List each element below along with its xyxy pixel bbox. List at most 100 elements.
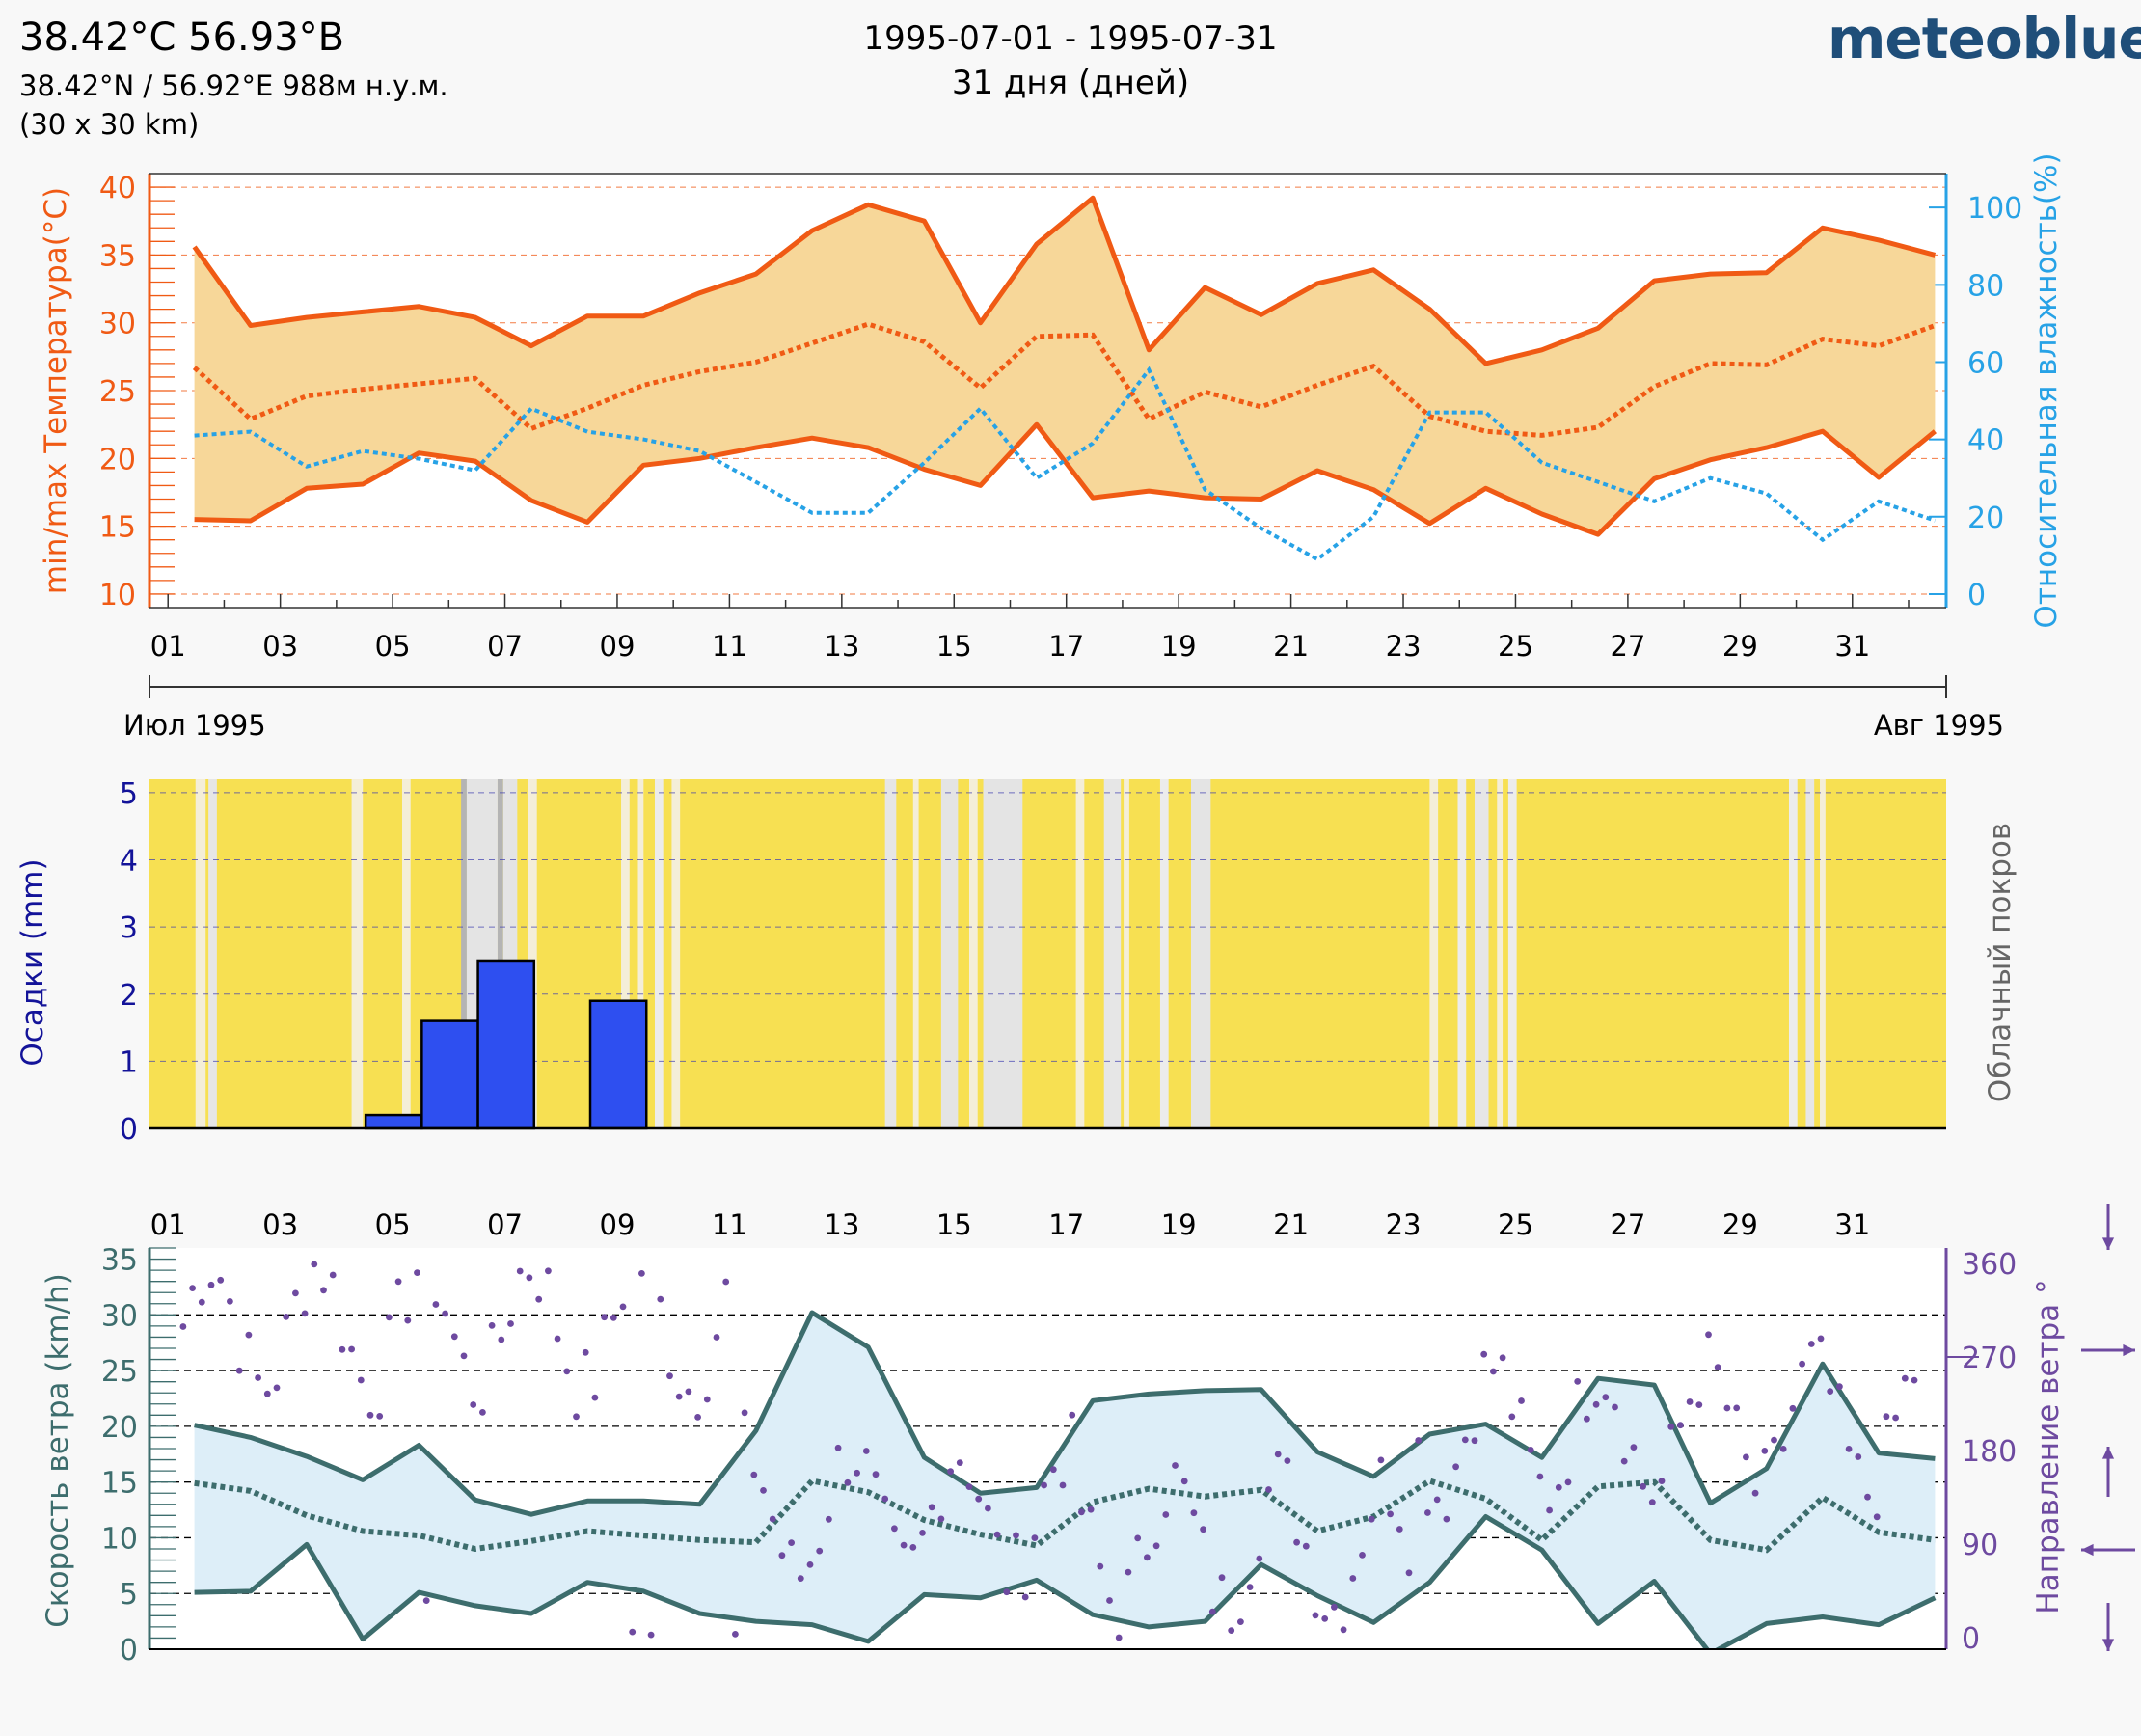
direction-dot	[1659, 1478, 1666, 1484]
wind-x-tick-label: 09	[600, 1208, 636, 1241]
direction-dot	[770, 1516, 776, 1523]
direction-dot	[863, 1448, 870, 1454]
temp-tick-label: 40	[99, 172, 136, 205]
direction-dot	[1275, 1451, 1282, 1458]
direction-dot	[1162, 1511, 1169, 1518]
direction-dot	[966, 1483, 973, 1490]
direction-dot	[442, 1311, 448, 1317]
direction-dot	[1799, 1361, 1805, 1368]
direction-dot	[283, 1314, 289, 1320]
direction-dot	[1602, 1394, 1609, 1400]
precip-tick-label: 0	[120, 1113, 138, 1147]
cloud-cover-strip	[352, 779, 364, 1128]
humidity-tick-label: 0	[1967, 579, 1986, 612]
direction-dot	[404, 1317, 411, 1324]
direction-dot	[666, 1372, 673, 1379]
direction-dot	[1303, 1543, 1310, 1550]
wind-tick-label: 20	[101, 1411, 138, 1445]
temp-tick-label: 20	[99, 443, 136, 476]
direction-dot	[1537, 1474, 1544, 1480]
wind-tick-label: 0	[120, 1634, 138, 1668]
direction-dot	[592, 1395, 599, 1401]
direction-dot	[1424, 1509, 1431, 1516]
direction-dot	[1715, 1364, 1721, 1370]
wind-x-tick-label: 03	[262, 1208, 298, 1241]
direction-dot	[1846, 1446, 1853, 1452]
direction-dot	[1631, 1444, 1638, 1451]
direction-dot	[1359, 1552, 1366, 1559]
wind-x-tick-label: 05	[375, 1208, 411, 1241]
direction-dot	[1884, 1413, 1890, 1420]
x-tick-label: 19	[1161, 630, 1197, 663]
cloud-cover-strip	[1076, 779, 1085, 1128]
direction-dot	[1508, 1414, 1515, 1421]
direction-dot	[1695, 1401, 1702, 1408]
wind-axis-title: Скорость ветра (km/h)	[41, 1273, 75, 1628]
direction-dot	[1640, 1483, 1646, 1490]
direction-dot	[1472, 1437, 1478, 1444]
wind-x-tick-label: 23	[1386, 1208, 1422, 1241]
direction-dot	[779, 1552, 786, 1559]
direction-dot	[1864, 1494, 1871, 1501]
direction-dot	[1452, 1463, 1459, 1470]
direction-dot	[638, 1270, 645, 1277]
cloud-cover-strip	[1475, 779, 1489, 1128]
direction-dot	[498, 1337, 504, 1343]
direction-dot	[1228, 1627, 1234, 1634]
direction-dot	[1771, 1437, 1777, 1444]
direction-dot	[704, 1397, 711, 1403]
wind-x-tick-label: 13	[824, 1208, 859, 1241]
direction-dot	[1911, 1377, 1918, 1384]
temp-tick-label: 30	[99, 308, 136, 341]
direction-dot	[517, 1268, 524, 1275]
direction-dot	[1892, 1415, 1899, 1422]
direction-dot	[1790, 1405, 1797, 1412]
cloud-cover-strip	[1160, 779, 1169, 1128]
direction-dot	[1181, 1478, 1188, 1484]
x-tick-label: 23	[1386, 630, 1422, 663]
direction-dot	[1200, 1526, 1206, 1533]
cloud-cover-strip	[1805, 779, 1814, 1128]
direction-tick-label: 270	[1962, 1342, 2017, 1375]
x-tick-label: 29	[1722, 630, 1758, 663]
precipitation-cloud-chart: 012345Осадки (mm) Облачный покров	[15, 777, 2018, 1147]
x-tick-label: 05	[375, 630, 411, 663]
direction-dot	[657, 1296, 664, 1303]
x-tick-label: 21	[1273, 630, 1309, 663]
direction-dot	[676, 1394, 683, 1400]
direction-dot	[1396, 1526, 1403, 1533]
direction-dot	[358, 1377, 365, 1384]
direction-dot	[1134, 1535, 1141, 1542]
cloud-cover-strip	[208, 779, 217, 1128]
direction-dot	[1593, 1401, 1600, 1408]
direction-dot	[208, 1282, 215, 1288]
direction-dot	[1649, 1499, 1656, 1505]
direction-dot	[1116, 1635, 1123, 1641]
cloud-cover-strip	[1508, 779, 1517, 1128]
direction-dot	[1406, 1569, 1413, 1576]
x-tick-label: 17	[1048, 630, 1084, 663]
direction-dot	[180, 1323, 187, 1330]
direction-dot	[1546, 1507, 1553, 1514]
direction-dot	[1313, 1613, 1319, 1619]
direction-dot	[339, 1346, 346, 1353]
direction-dot	[629, 1629, 636, 1636]
precip-bar	[421, 1021, 477, 1128]
direction-dot	[1247, 1584, 1254, 1590]
north-wind-arrow-head	[2102, 1237, 2114, 1250]
direction-dot	[1462, 1437, 1469, 1444]
direction-dot	[255, 1374, 261, 1381]
direction-dot	[826, 1516, 832, 1523]
direction-dot	[648, 1632, 655, 1639]
direction-dot	[1349, 1575, 1356, 1582]
direction-dot	[975, 1496, 982, 1503]
direction-dot	[507, 1320, 514, 1327]
direction-dot	[311, 1261, 317, 1268]
humidity-axis-title: Относительная влажность(%)	[2029, 152, 2064, 628]
west-wind-arrow-head	[2081, 1544, 2094, 1556]
wind-tick-label: 15	[101, 1467, 138, 1501]
direction-dot	[1855, 1453, 1861, 1460]
direction-tick-label: 90	[1962, 1529, 1998, 1562]
direction-dot	[1088, 1506, 1095, 1513]
wind-x-tick-label: 31	[1834, 1208, 1870, 1241]
